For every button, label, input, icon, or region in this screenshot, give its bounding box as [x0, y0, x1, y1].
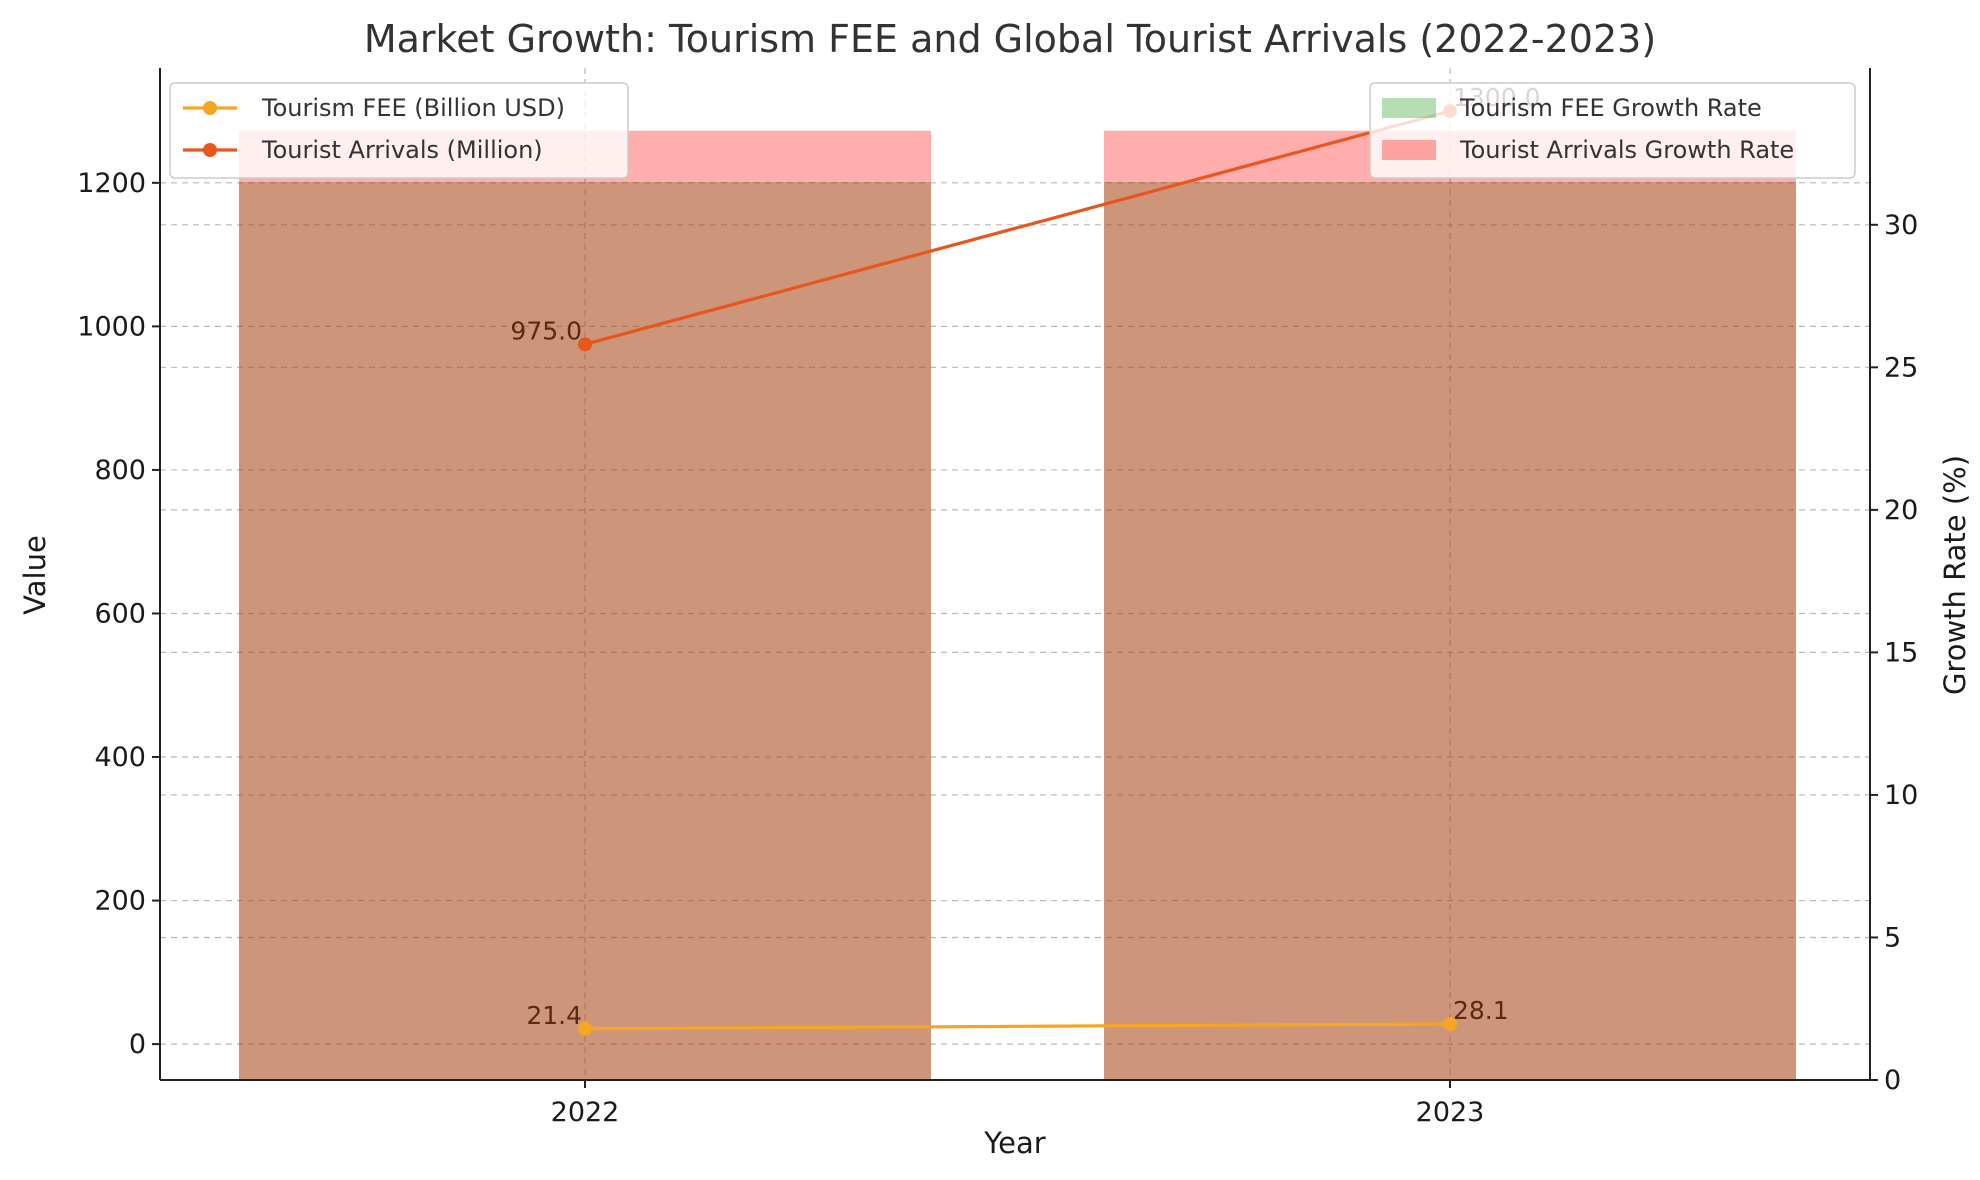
chart-title: Market Growth: Tourism FEE and Global To…: [364, 17, 1656, 61]
y2-tick-label: 30: [1884, 210, 1918, 241]
point-fee: [1443, 1016, 1457, 1031]
legend-label-fee: Tourism FEE (Billion USD): [261, 94, 565, 122]
legend-label-fee-growth: Tourism FEE Growth Rate: [1459, 94, 1762, 122]
legend-marker-arrivals: [203, 143, 217, 157]
bar-fee-growth: [1104, 182, 1796, 1080]
legend-label-arrivals-growth: Tourist Arrivals Growth Rate: [1459, 136, 1794, 164]
line-fee: [584, 1022, 1451, 1031]
y2-tick-label: 25: [1884, 352, 1918, 383]
y-tick-label: 400: [94, 742, 146, 773]
point-fee: [578, 1021, 592, 1036]
y2-tick-label: 5: [1884, 922, 1901, 953]
bar-arrivals-growth: [239, 130, 931, 1080]
point-arrivals: [578, 337, 592, 352]
y-tick-label: 800: [94, 455, 146, 486]
y2-tick-label: 10: [1884, 780, 1918, 811]
y-axis-label: Value: [18, 535, 52, 615]
y-tick-label: 200: [94, 886, 146, 917]
legend-swatch-fee-growth: [1382, 98, 1436, 118]
data-label-fee: 21.4: [526, 1001, 582, 1030]
legend-swatch-arrivals-growth: [1382, 140, 1436, 160]
y-tick-label: 1200: [77, 168, 146, 199]
x-axis-label: Year: [983, 1126, 1045, 1160]
legend-label-arrivals: Tourist Arrivals (Million): [261, 136, 543, 164]
bar-fee-growth: [239, 182, 931, 1080]
legend-right-box: [1369, 82, 1856, 179]
data-label-fee: 28.1: [1453, 996, 1509, 1025]
y-tick-label: 0: [129, 1029, 146, 1060]
y2-tick-label: 15: [1884, 637, 1918, 668]
x-tick-label: 2023: [1416, 1097, 1485, 1128]
axes-layer: 0 200 400 600 800 1000 1200 0 5 10 15 20 25 30 2022 202…: [77, 68, 1918, 1128]
legend-marker-fee: [203, 101, 217, 115]
bar-arrivals-growth: [1104, 130, 1796, 1080]
legend-layer: Tourism FEE (Billion USD) Tourist Arrival…: [169, 82, 1856, 179]
y-tick-label: 1000: [77, 311, 146, 342]
y-tick-label: 600: [94, 598, 146, 629]
bars-layer: [239, 130, 1796, 1080]
line-arrivals: [584, 109, 1451, 346]
y2-tick-label: 0: [1884, 1065, 1901, 1096]
legend-left-box: [169, 82, 629, 179]
y2-tick-label: 20: [1884, 495, 1918, 526]
data-label-arrivals: 975.0: [510, 316, 582, 345]
y2-axis-label: Growth Rate (%): [1938, 455, 1972, 695]
x-tick-label: 2022: [551, 1097, 620, 1128]
